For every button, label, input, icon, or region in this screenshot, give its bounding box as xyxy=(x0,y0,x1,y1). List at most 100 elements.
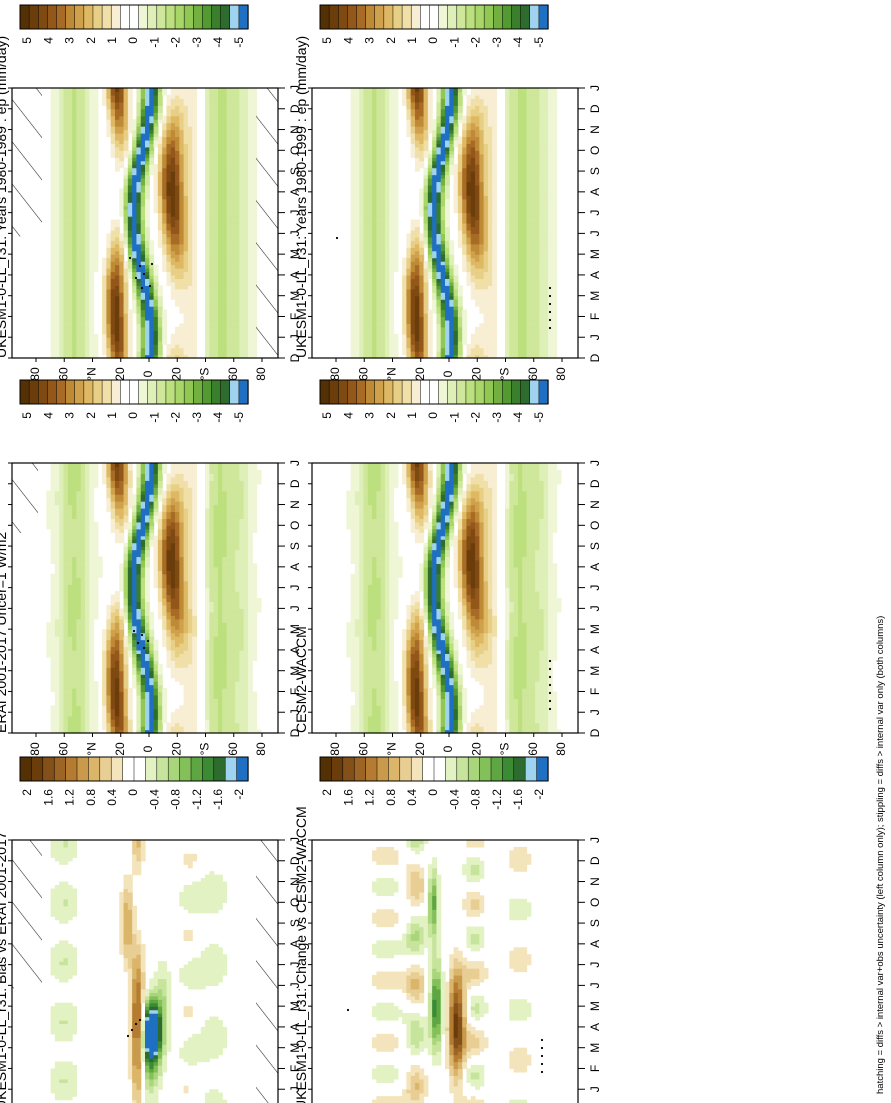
field-cell xyxy=(243,261,249,266)
field-cell xyxy=(153,101,159,106)
field-cell xyxy=(432,295,438,300)
field-cell xyxy=(243,143,249,148)
field-cell xyxy=(372,288,377,293)
field-cell xyxy=(84,302,90,307)
field-cell xyxy=(402,330,407,335)
field-cell xyxy=(183,101,189,106)
field-cell xyxy=(54,160,60,165)
field-cell xyxy=(230,288,236,293)
field-cell xyxy=(209,188,215,193)
colorbar-swatch xyxy=(193,4,204,30)
field-cell xyxy=(145,133,150,138)
field-cell xyxy=(72,309,77,314)
field-cell xyxy=(492,219,498,224)
field-cell xyxy=(359,278,365,283)
field-cell xyxy=(140,333,146,338)
field-cell xyxy=(530,250,536,255)
field-cell xyxy=(72,333,77,338)
field-cell xyxy=(114,98,120,103)
field-cell xyxy=(363,351,369,356)
field-cell xyxy=(252,191,258,196)
field-cell xyxy=(192,219,198,224)
field-cell xyxy=(222,226,228,231)
field-cell xyxy=(157,337,163,342)
field-cell xyxy=(213,292,219,297)
field-cell xyxy=(535,268,540,273)
field-cell xyxy=(192,153,198,158)
field-cell xyxy=(222,181,228,186)
field-cell xyxy=(552,337,558,342)
field-cell xyxy=(89,164,95,169)
field-cell xyxy=(213,164,219,169)
field-cell xyxy=(479,268,485,273)
field-cell xyxy=(63,122,69,127)
field-cell xyxy=(67,105,73,110)
field-cell xyxy=(72,264,77,269)
field-cell xyxy=(89,105,95,110)
field-cell xyxy=(205,268,210,273)
field-cell xyxy=(372,340,377,345)
field-cell xyxy=(89,101,95,106)
field-cell xyxy=(140,233,146,238)
field-cell xyxy=(110,139,116,144)
field-cell xyxy=(522,330,528,335)
field-cell xyxy=(457,326,463,331)
field-cell xyxy=(89,233,95,238)
field-cell xyxy=(67,319,73,324)
field-cell xyxy=(522,333,528,338)
field-cell xyxy=(54,340,60,345)
field-cell xyxy=(183,354,189,359)
field-cell xyxy=(479,340,485,345)
field-cell xyxy=(517,250,523,255)
field-cell xyxy=(209,136,215,141)
colorbar-swatch xyxy=(65,4,76,30)
field-cell xyxy=(170,174,176,179)
field-cell xyxy=(136,198,142,203)
field-cell xyxy=(367,271,373,276)
field-cell xyxy=(162,229,168,234)
field-cell xyxy=(367,288,373,293)
field-cell xyxy=(80,274,86,279)
field-cell xyxy=(535,219,540,224)
field-cell xyxy=(175,212,180,217)
field-cell xyxy=(483,219,489,224)
field-cell xyxy=(505,223,510,228)
field-cell xyxy=(393,254,399,259)
field-cell xyxy=(226,209,232,214)
field-cell xyxy=(235,108,240,113)
field-cell xyxy=(209,133,215,138)
field-cell xyxy=(453,292,459,297)
field-cell xyxy=(457,285,463,290)
field-cell xyxy=(110,122,116,127)
field-cell xyxy=(239,216,245,221)
field-cell xyxy=(350,254,356,259)
field-cell xyxy=(479,302,485,307)
field-cell xyxy=(389,281,395,286)
field-cell xyxy=(93,105,99,110)
field-cell xyxy=(354,264,360,269)
field-cell xyxy=(192,94,198,99)
field-cell xyxy=(157,119,163,124)
field-cell xyxy=(414,243,420,248)
field-cell xyxy=(235,278,240,283)
field-cell xyxy=(479,330,485,335)
field-cell xyxy=(226,174,232,179)
field-cell xyxy=(123,340,129,345)
field-cell xyxy=(217,316,223,321)
field-cell xyxy=(80,254,86,259)
field-cell xyxy=(102,316,107,321)
field-cell xyxy=(213,326,219,331)
field-cell xyxy=(76,316,82,321)
field-cell xyxy=(102,333,107,338)
field-cell xyxy=(153,344,159,349)
field-cell xyxy=(67,88,73,93)
field-cell xyxy=(54,302,60,307)
field-cell xyxy=(539,347,545,352)
field-cell xyxy=(179,268,185,273)
field-cell xyxy=(226,91,232,96)
field-cell xyxy=(445,264,450,269)
field-cell xyxy=(179,129,185,134)
field-cell xyxy=(119,139,125,144)
field-cell xyxy=(252,157,258,162)
field-cell xyxy=(205,261,210,266)
